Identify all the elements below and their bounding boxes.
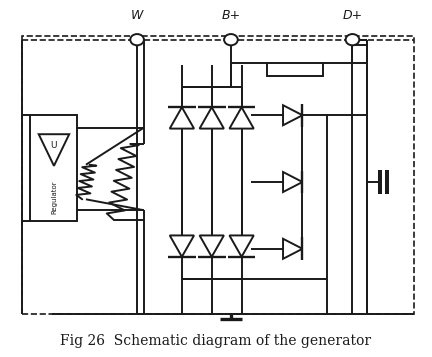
Polygon shape [170, 107, 194, 129]
Text: U: U [51, 141, 57, 150]
Polygon shape [200, 235, 224, 257]
Text: W: W [131, 9, 143, 22]
Text: Fig 26  Schematic diagram of the generator: Fig 26 Schematic diagram of the generato… [60, 334, 372, 348]
Text: B+: B+ [221, 9, 241, 22]
Polygon shape [39, 134, 69, 166]
Polygon shape [170, 235, 194, 257]
Circle shape [130, 34, 144, 45]
Circle shape [346, 34, 359, 45]
Polygon shape [200, 107, 224, 129]
Polygon shape [283, 105, 302, 125]
Bar [267, 64, 323, 76]
Polygon shape [229, 107, 254, 129]
Text: D+: D+ [343, 9, 362, 22]
Polygon shape [283, 172, 302, 192]
Bar [31, 115, 77, 221]
Polygon shape [283, 239, 302, 259]
Text: Regulator: Regulator [51, 181, 57, 214]
Circle shape [224, 34, 238, 45]
Polygon shape [229, 235, 254, 257]
